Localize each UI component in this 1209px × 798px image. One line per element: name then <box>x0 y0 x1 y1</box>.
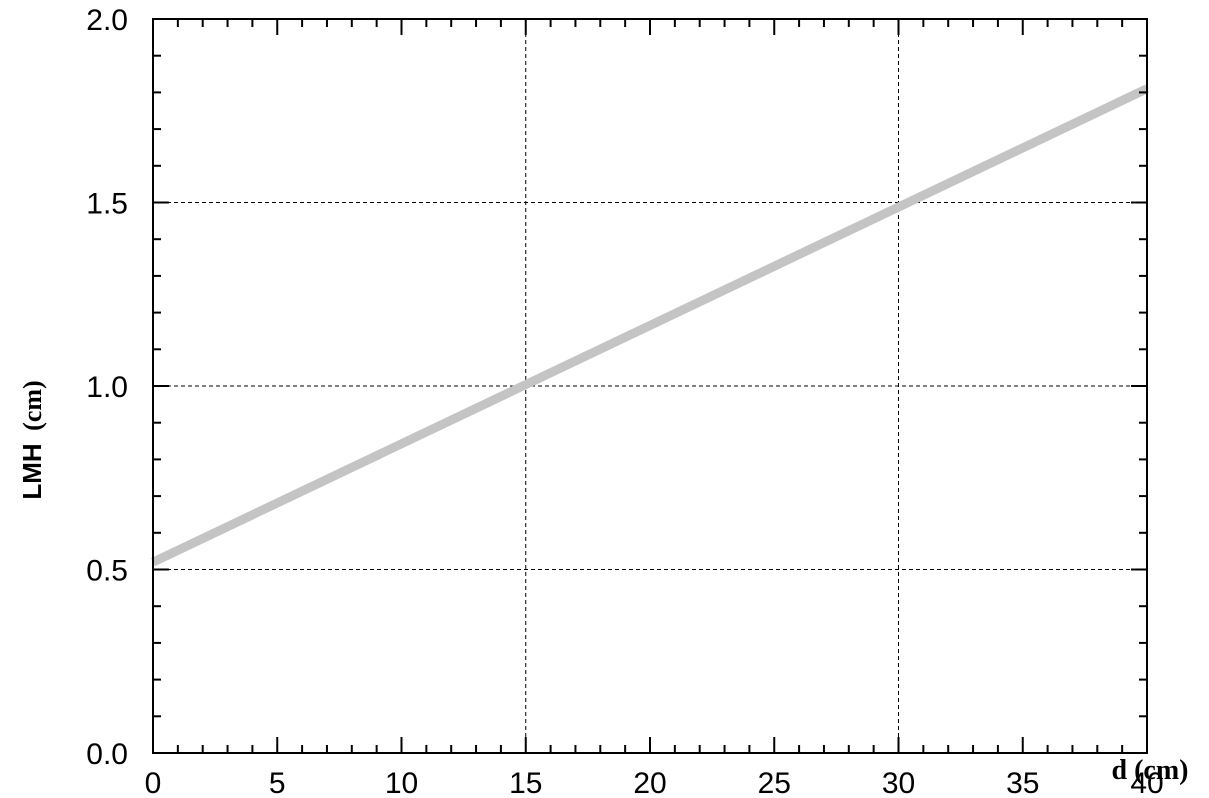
x-tick-label: 30 <box>882 767 915 798</box>
plot-frame <box>152 18 1148 754</box>
y-tick-label: 2.0 <box>86 4 128 37</box>
y-tick-label: 0.5 <box>86 555 128 588</box>
grid-lines <box>153 19 1147 753</box>
x-tick-label: 35 <box>1006 767 1039 798</box>
y-axis-label: LMH (cm) <box>17 380 47 499</box>
x-tick-label: 25 <box>758 767 791 798</box>
x-tick-label: 20 <box>633 767 666 798</box>
series-layer <box>151 84 1149 567</box>
y-axis-label-main: LMH <box>17 443 47 499</box>
x-tick-label: 40 <box>1130 767 1163 798</box>
y-tick-label: 1.0 <box>86 371 128 404</box>
y-axis-label-unit: (cm) <box>18 380 47 431</box>
y-tick-label: 0.0 <box>86 738 128 771</box>
tick-labels: 0 5 10 15 20 25 30 35 40 0.0 0.5 1.0 1.5 2.0 <box>86 4 1163 798</box>
x-tick-label: 0 <box>145 767 162 798</box>
x-tick-label: 10 <box>385 767 418 798</box>
series-line <box>151 84 1149 567</box>
x-tick-label: 5 <box>269 767 286 798</box>
y-tick-label: 1.5 <box>86 188 128 221</box>
x-tick-label: 15 <box>509 767 542 798</box>
x-axis-label: d (cm) <box>1112 755 1189 786</box>
